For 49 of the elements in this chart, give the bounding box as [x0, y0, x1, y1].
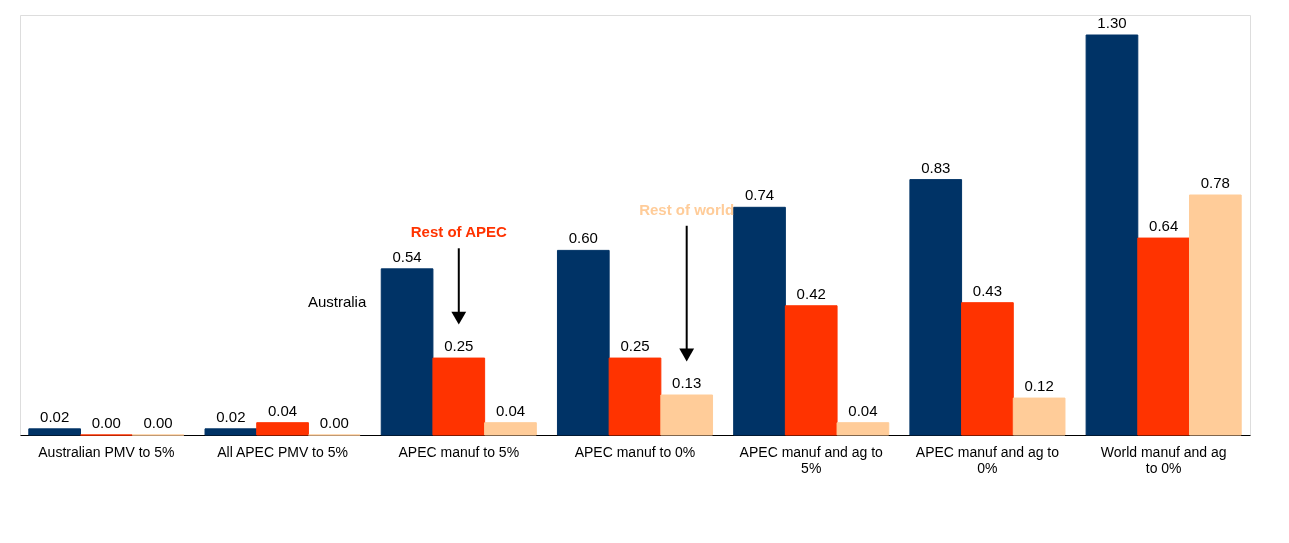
data-label: 0.54 [392, 247, 422, 265]
data-label: 0.74 [744, 186, 775, 204]
bar [1012, 397, 1066, 436]
bar [608, 357, 662, 436]
text: Rest of world [639, 200, 735, 218]
data-label: 0.04 [267, 401, 298, 419]
bar [380, 268, 434, 436]
x-tick-label: APEC manuf to 0% [574, 443, 696, 460]
bar [484, 422, 537, 436]
bar [733, 206, 786, 436]
x-tick-label: World manuf and ag to 0% [1100, 443, 1227, 476]
data-label: 0.64 [1149, 217, 1179, 235]
data-label: 0.12 [1024, 377, 1054, 395]
bar [961, 302, 1014, 436]
data-label: 0.25 [444, 337, 474, 355]
data-label: 0.60 [568, 229, 598, 247]
data-label: 0.25 [620, 337, 650, 355]
data-label: 0.43 [972, 281, 1003, 299]
data-label: 0.00 [91, 414, 121, 431]
x-tick-label: APEC manuf and ag to 5% [739, 443, 884, 476]
data-label: 0.83 [921, 158, 951, 176]
data-label: 0.04 [848, 401, 878, 419]
series-label: Australia [307, 293, 367, 311]
bar [836, 422, 890, 436]
bar [256, 422, 309, 436]
data-label: 0.02 [216, 407, 246, 425]
bar [784, 305, 838, 436]
bar [28, 428, 81, 436]
bar [1137, 237, 1190, 436]
data-label: 0.78 [1200, 174, 1230, 191]
text: Rest of APEC [410, 223, 508, 241]
data-label: 0.13 [672, 374, 702, 391]
bar [1085, 34, 1139, 436]
x-tick-label: APEC manuf to 5% [398, 443, 520, 460]
bar [432, 357, 486, 436]
data-label: 0.04 [495, 401, 526, 419]
x-tick-label: All APEC PMV to 5% [217, 443, 348, 460]
data-label: 0.00 [143, 414, 173, 431]
bar [660, 394, 714, 436]
data-label: 1.30 [1097, 14, 1127, 31]
x-tick-label: APEC manuf and ag to 0% [915, 443, 1060, 476]
data-label: 0.00 [319, 414, 349, 431]
data-label: 0.42 [796, 284, 826, 302]
bar [556, 249, 610, 436]
bar [909, 179, 963, 436]
data-label: 0.02 [40, 407, 70, 425]
bar [1189, 194, 1242, 436]
x-tick-label: Australian PMV to 5% [38, 443, 175, 460]
bar [204, 428, 258, 436]
